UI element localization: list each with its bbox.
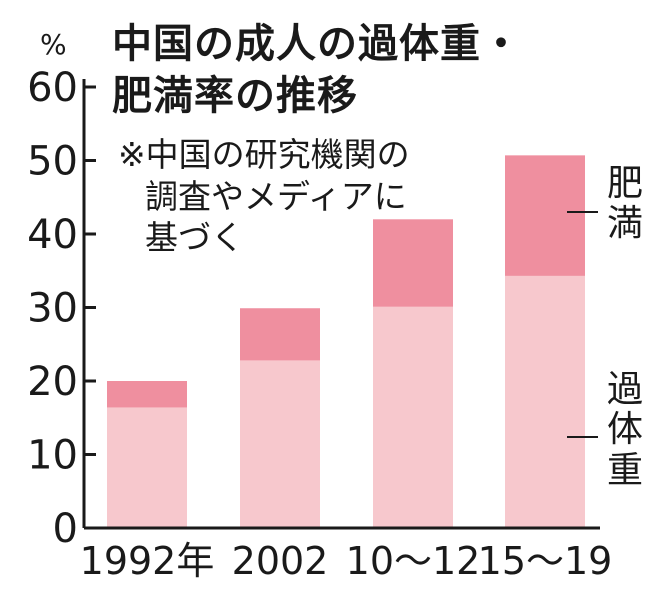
y-tick-label: 30 bbox=[27, 286, 78, 332]
y-tick-label: 10 bbox=[27, 433, 78, 479]
bar-overweight-0 bbox=[107, 407, 187, 528]
y-tick-label: 0 bbox=[53, 506, 78, 552]
bar-obese-3 bbox=[505, 155, 585, 276]
y-unit-label: % bbox=[40, 28, 67, 61]
chart-title-line-1: 中国の成人の過体重・ bbox=[112, 21, 522, 67]
bars-group bbox=[107, 155, 585, 528]
chart-title-line-2: 肥満率の推移 bbox=[112, 73, 358, 119]
bar-overweight-2 bbox=[373, 306, 453, 528]
bar-overweight-3 bbox=[505, 275, 585, 528]
bar-obese-1 bbox=[240, 308, 320, 361]
legend-leader-lines bbox=[567, 211, 598, 438]
source-note-line-1: ※中国の研究機関の bbox=[118, 135, 410, 174]
legend-overweight-label: 過体重 bbox=[606, 369, 643, 491]
bar-obese-2 bbox=[373, 219, 453, 307]
y-tick-label: 50 bbox=[27, 139, 78, 185]
source-note-line-2: 調査やメディアに bbox=[145, 177, 407, 216]
y-tick-label: 40 bbox=[27, 212, 78, 258]
legend-obese-label: 肥満 bbox=[606, 163, 643, 245]
x-tick-label: 10〜12 bbox=[346, 539, 481, 583]
x-tick-label: 15〜19 bbox=[478, 539, 613, 583]
bar-overweight-1 bbox=[240, 360, 320, 528]
y-axis: 0 10 20 30 40 50 60 bbox=[27, 65, 96, 552]
source-note-line-3: 基づく bbox=[145, 218, 244, 257]
bar-obese-0 bbox=[107, 381, 187, 408]
x-tick-label: 2002 bbox=[232, 539, 329, 583]
y-tick-label: 60 bbox=[27, 65, 78, 111]
y-tick-label: 20 bbox=[27, 359, 78, 405]
x-tick-label: 1992年 bbox=[80, 539, 215, 583]
